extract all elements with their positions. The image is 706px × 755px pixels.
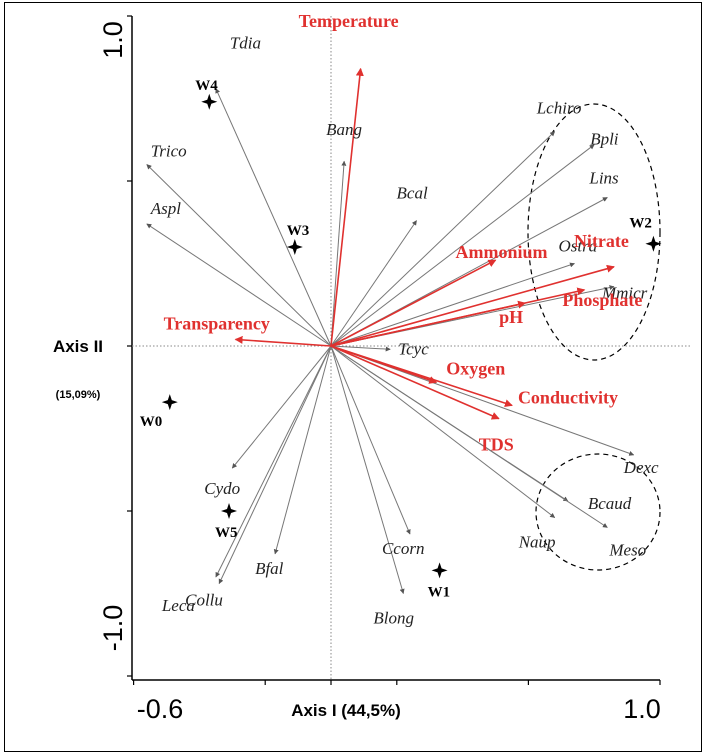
env-vector-phosphate	[330, 287, 586, 347]
species-label-tcyc: Tcyc	[398, 339, 429, 358]
species-label-tdia: Tdia	[230, 34, 261, 53]
species-label-bfal: Bfal	[255, 559, 284, 578]
site-marker-w4	[201, 93, 218, 110]
cluster-ellipse-upper	[527, 103, 661, 361]
y-axis-title: Axis II	[53, 337, 103, 356]
env-vector-tds	[330, 345, 500, 420]
species-label-collu: Collu	[185, 591, 223, 610]
species-label-leca: Leca	[161, 596, 195, 615]
species-vector-bpli	[330, 144, 595, 347]
cluster-ellipse-lower	[535, 453, 661, 571]
species-label-aspl: Aspl	[150, 199, 182, 218]
y-axis-title-percent: (15,09%)	[56, 389, 101, 401]
species-vector-lchiro	[330, 131, 556, 347]
env-label-ammonium: Ammonium	[456, 242, 548, 262]
site-marker-w2	[645, 235, 662, 252]
site-label-w4: W4	[195, 78, 218, 94]
species-vector-blong	[330, 345, 405, 594]
y-tick-label-bottom: -1.0	[98, 605, 128, 652]
species-vector-cydo	[231, 345, 332, 469]
species-label-mmicr: Mmicr	[601, 284, 648, 303]
env-vector-ammonium	[330, 259, 497, 347]
env-label-oxygen: Oxygen	[446, 358, 505, 378]
env-vector-nitrate	[330, 264, 615, 347]
site-label-w1: W1	[428, 584, 451, 600]
site-label-w3: W3	[287, 223, 310, 239]
species-vector-ccorn	[330, 345, 411, 535]
x-tick-label-left: -0.6	[137, 694, 184, 724]
species-vector-ostra	[330, 262, 575, 347]
species-label-bpli: Bpli	[590, 130, 619, 149]
site-marker-w0	[161, 394, 178, 411]
chart-frame	[4, 2, 702, 752]
site-marker-w3	[286, 239, 303, 255]
site-marker-w5	[221, 503, 238, 519]
species-label-bcaud: Bcaud	[588, 494, 632, 513]
species-label-lins: Lins	[588, 169, 619, 188]
species-label-lchiro: Lchiro	[536, 99, 582, 118]
species-label-bang: Bang	[326, 120, 362, 139]
species-vector-tcyc	[330, 345, 391, 352]
env-vector-temperature	[330, 67, 364, 347]
env-label-temperature: Temperature	[299, 11, 399, 31]
env-label-transparency: Transparency	[164, 313, 270, 333]
env-label-tds: TDS	[479, 435, 514, 455]
env-label-phosphate: Phosphate	[562, 290, 642, 310]
env-vector-transparency	[234, 335, 332, 347]
site-label-w2: W2	[629, 216, 652, 232]
species-label-bcal: Bcal	[397, 184, 428, 203]
species-vector-collu	[218, 345, 332, 585]
env-label-ph: pH	[499, 307, 523, 327]
species-vector-bcal	[330, 220, 417, 347]
species-vector-bang	[330, 160, 347, 347]
species-label-trico: Trico	[151, 142, 187, 161]
species-vector-aspl	[146, 223, 332, 347]
site-label-w5: W5	[215, 525, 238, 541]
species-label-dexc: Dexc	[623, 458, 659, 477]
species-label-ostra: Ostra	[558, 237, 597, 256]
species-label-naup: Naup	[518, 533, 556, 552]
species-label-ccorn: Ccorn	[382, 539, 425, 558]
species-vector-tdia	[215, 88, 332, 347]
species-vector-meso	[330, 345, 608, 528]
species-label-meso: Meso	[608, 541, 646, 560]
y-tick-label-top: 1.0	[98, 21, 128, 59]
site-label-w0: W0	[140, 414, 163, 430]
species-vector-naup	[330, 345, 556, 518]
species-label-cydo: Cydo	[204, 479, 240, 498]
env-label-nitrate: Nitrate	[574, 231, 629, 251]
x-axis-title: Axis I (44,5%)	[291, 701, 401, 720]
env-vector-conductivity	[330, 345, 513, 408]
species-vector-leca	[215, 345, 332, 578]
site-marker-w1	[431, 562, 448, 579]
species-label-blong: Blong	[373, 609, 414, 628]
env-label-conductivity: Conductivity	[518, 387, 618, 407]
species-vector-trico	[146, 164, 332, 347]
species-vector-bfal	[273, 345, 332, 555]
x-tick-label-right: 1.0	[623, 694, 661, 724]
